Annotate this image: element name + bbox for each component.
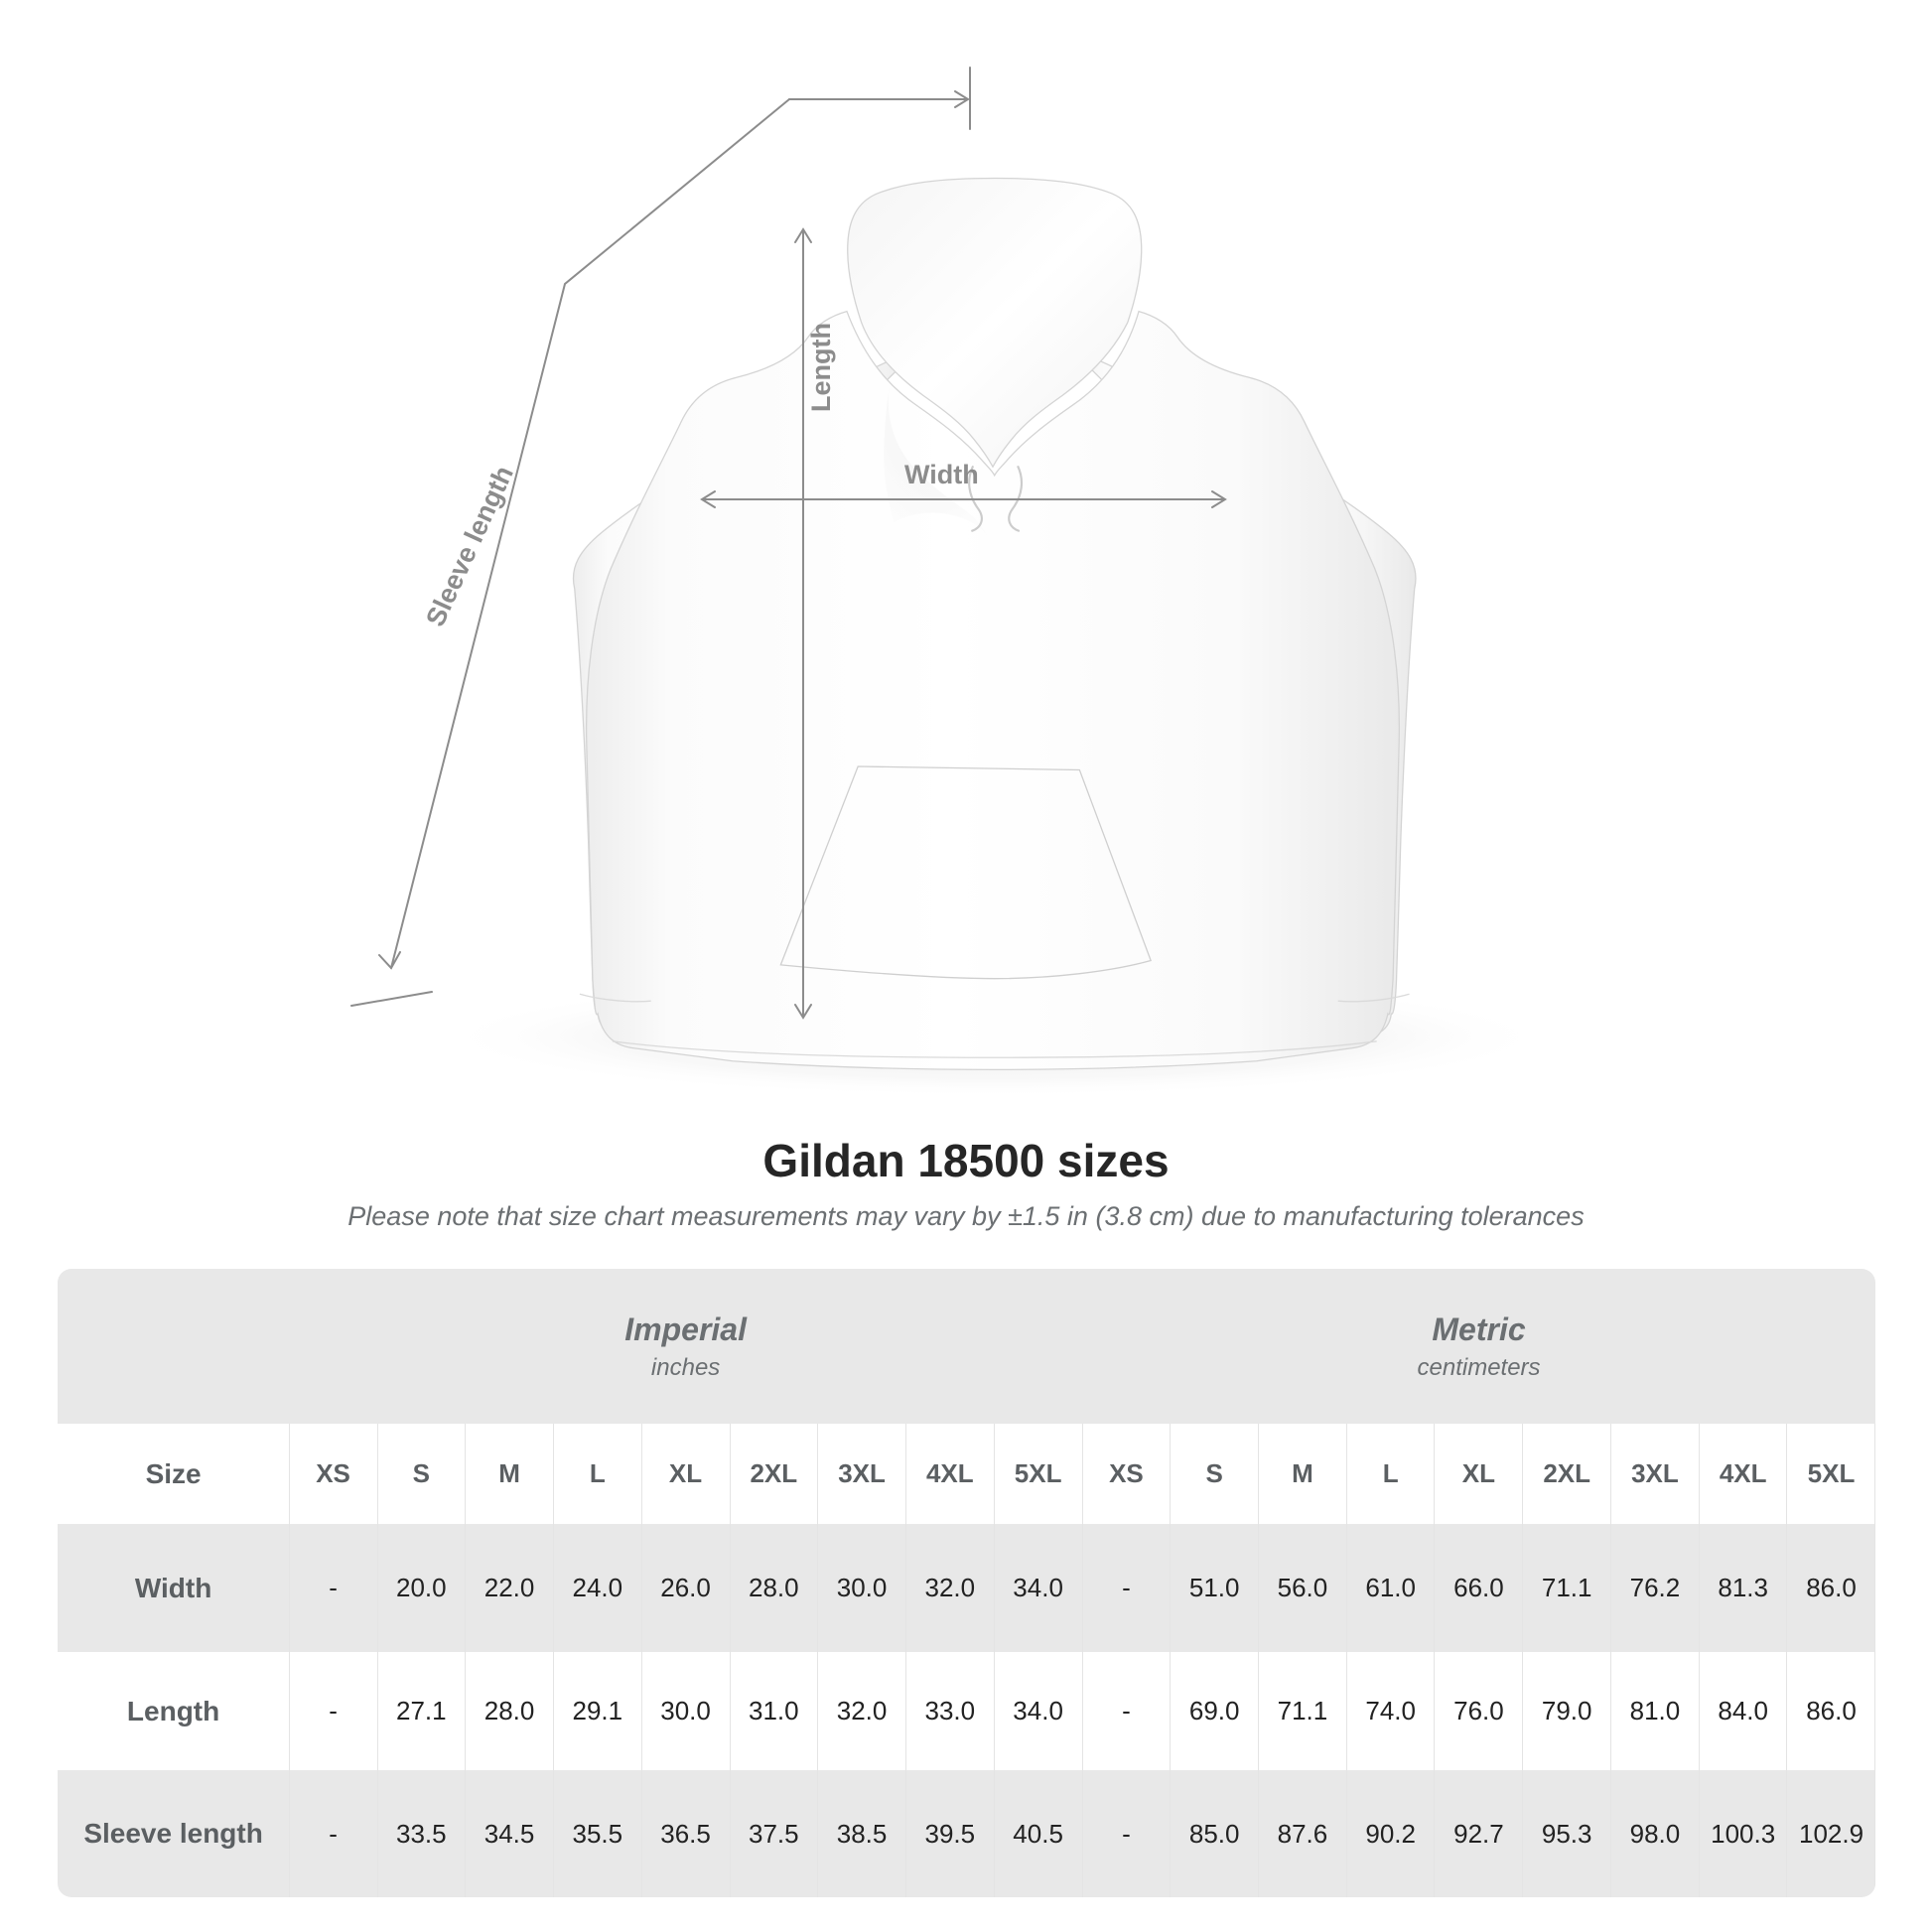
svg-text:Length: Length — [806, 323, 836, 412]
svg-text:Sleeve length: Sleeve length — [420, 462, 519, 631]
svg-text:Width: Width — [904, 460, 979, 489]
